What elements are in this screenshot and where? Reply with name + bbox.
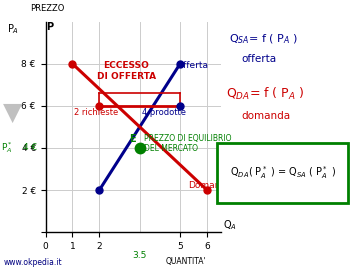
Text: 4 prodotte: 4 prodotte bbox=[142, 108, 187, 117]
Text: 4 €: 4 € bbox=[23, 143, 37, 153]
Text: www.okpedia.it: www.okpedia.it bbox=[4, 258, 62, 267]
Text: P: P bbox=[46, 22, 53, 32]
Text: Offerta: Offerta bbox=[176, 61, 208, 70]
Text: ECCESSO
DI OFFERTA: ECCESSO DI OFFERTA bbox=[97, 61, 156, 81]
Text: PREZZO DI EQUILIBRIO
DEL MERCATO: PREZZO DI EQUILIBRIO DEL MERCATO bbox=[144, 134, 231, 153]
Text: Q$_{DA}$= f ( P$_A$ ): Q$_{DA}$= f ( P$_A$ ) bbox=[226, 86, 304, 103]
Text: 3.5: 3.5 bbox=[133, 251, 147, 260]
Text: Q$_{DA}$( P$^*_A$ ) = Q$_{SA}$ ( P$^*_A$ ): Q$_{DA}$( P$^*_A$ ) = Q$_{SA}$ ( P$^*_A$… bbox=[230, 164, 336, 181]
Text: E: E bbox=[129, 134, 136, 144]
Text: P$_A$: P$_A$ bbox=[7, 22, 19, 36]
Text: 2 richieste: 2 richieste bbox=[74, 108, 118, 117]
Text: offerta: offerta bbox=[241, 54, 276, 64]
Text: P$^*_A$: P$^*_A$ bbox=[1, 140, 13, 156]
Text: PREZZO: PREZZO bbox=[30, 4, 64, 13]
Text: Q$_{SA}$= f ( P$_A$ ): Q$_{SA}$= f ( P$_A$ ) bbox=[229, 32, 298, 46]
Text: Q$^*_A$: Q$^*_A$ bbox=[133, 268, 146, 270]
Text: QUANTITA': QUANTITA' bbox=[165, 257, 206, 266]
Text: domanda: domanda bbox=[241, 111, 290, 121]
Text: Domanda: Domanda bbox=[188, 181, 232, 190]
Text: ▼: ▼ bbox=[3, 102, 22, 125]
Text: Q$_A$: Q$_A$ bbox=[223, 218, 237, 232]
